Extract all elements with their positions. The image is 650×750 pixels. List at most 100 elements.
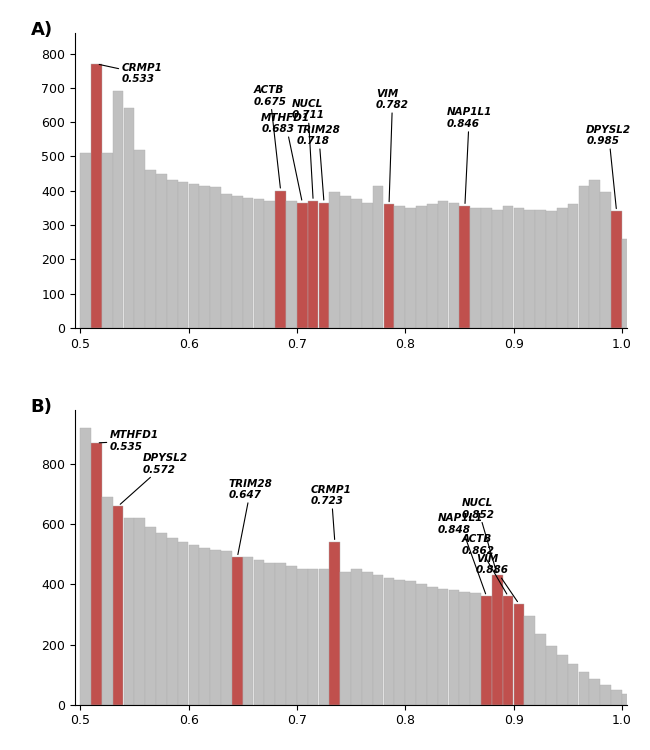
Bar [438,201,448,328]
Bar [622,238,632,328]
Bar [167,538,177,705]
Bar [546,646,557,705]
Bar [102,497,112,705]
Bar [221,194,231,328]
Bar [395,580,405,705]
Bar [210,188,221,328]
Bar [254,560,264,705]
Text: MTHFD1
0.683: MTHFD1 0.683 [261,112,310,200]
Bar [91,443,101,705]
Text: VIM
0.782: VIM 0.782 [376,88,409,202]
Text: DPYSL2
0.572: DPYSL2 0.572 [120,453,188,504]
Bar [340,572,351,705]
Bar [525,210,535,328]
Bar [167,181,177,328]
Bar [568,205,578,328]
Bar [416,206,427,328]
Text: NUCL
0.852: NUCL 0.852 [462,498,497,573]
Bar [210,550,221,705]
Bar [177,182,188,328]
Bar [611,690,622,705]
Bar [448,590,460,705]
Bar [622,694,632,705]
Text: DPYSL2
0.985: DPYSL2 0.985 [586,124,631,208]
Bar [156,174,166,328]
Bar [221,551,231,705]
Bar [112,92,124,328]
Bar [275,563,286,705]
Bar [156,533,166,705]
Bar [471,593,481,705]
Bar [514,208,525,328]
Bar [427,587,437,705]
Bar [145,170,156,328]
Bar [307,569,318,705]
Bar [286,201,296,328]
Text: MTHFD1
0.535: MTHFD1 0.535 [99,430,159,452]
Bar [297,202,307,328]
Bar [200,186,210,328]
Bar [601,193,611,328]
Bar [351,200,361,328]
Text: VIM
0.886: VIM 0.886 [476,554,517,602]
Bar [578,672,590,705]
Bar [503,596,514,705]
Bar [590,680,600,705]
Bar [135,149,145,328]
Bar [633,698,644,705]
Bar [525,616,535,705]
Bar [406,208,416,328]
Bar [633,318,644,328]
Text: CRMP1
0.723: CRMP1 0.723 [311,484,352,539]
Bar [471,208,481,328]
Bar [416,584,427,705]
Bar [536,634,546,705]
Bar [265,201,275,328]
Text: NAP1L1
0.846: NAP1L1 0.846 [447,107,492,203]
Bar [265,563,275,705]
Bar [351,569,361,705]
Bar [297,569,307,705]
Bar [481,596,492,705]
Bar [448,202,460,328]
Bar [492,210,502,328]
Text: CRMP1
0.533: CRMP1 0.533 [99,63,162,85]
Text: ACTB
0.862: ACTB 0.862 [462,534,507,594]
Bar [644,699,650,705]
Bar [124,109,134,328]
Bar [242,557,254,705]
Bar [80,427,91,705]
Bar [275,190,286,328]
Bar [406,581,416,705]
Text: A): A) [31,21,53,39]
Bar [557,208,567,328]
Bar [460,206,470,328]
Bar [254,200,264,328]
Bar [200,548,210,705]
Text: NUCL
0.711: NUCL 0.711 [291,99,324,198]
Bar [177,542,188,705]
Bar [384,205,395,328]
Bar [135,518,145,705]
Bar [373,575,384,705]
Bar [492,575,502,705]
Bar [318,569,329,705]
Bar [578,186,590,328]
Bar [286,566,296,705]
Bar [307,201,318,328]
Text: ACTB
0.675: ACTB 0.675 [254,86,287,188]
Bar [427,205,437,328]
Bar [232,196,242,328]
Bar [102,153,112,328]
Bar [557,655,567,705]
Bar [188,184,199,328]
Bar [460,592,470,705]
Bar [91,64,101,328]
Bar [112,506,124,705]
Text: TRIM28
0.718: TRIM28 0.718 [297,124,341,200]
Bar [330,193,340,328]
Bar [503,206,514,328]
Bar [362,202,372,328]
Bar [514,604,525,705]
Bar [242,198,254,328]
